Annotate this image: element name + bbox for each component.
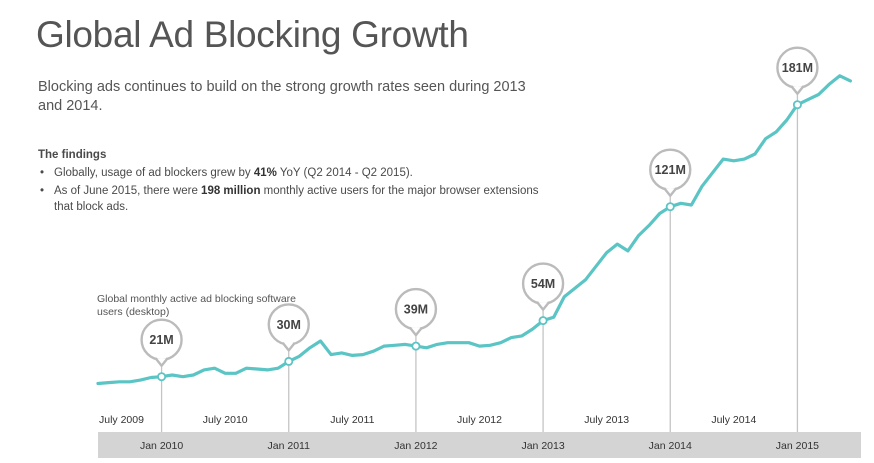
findings-section: The findings Globally, usage of ad block… — [38, 149, 558, 217]
data-point-marker — [284, 356, 294, 366]
finding-item-users: As of June 2015, there were 198 million … — [38, 183, 558, 215]
finding-highlight: 198 million — [201, 185, 261, 197]
x-tick-label-jan: Jan 2011 — [268, 440, 311, 452]
callout-stem-layer — [160, 93, 799, 432]
callout-label: 121M — [655, 163, 686, 177]
callout-label: 54M — [531, 277, 555, 291]
x-tick-label-july: July 2012 — [457, 414, 502, 426]
marker-layer — [157, 100, 802, 382]
series-line-layer — [96, 74, 853, 386]
data-point-marker — [792, 100, 802, 110]
axis-band-layer — [98, 432, 861, 458]
callout-pointer — [408, 326, 423, 337]
data-point-marker — [538, 316, 548, 326]
finding-text: YoY (Q2 2014 - Q2 2015). — [276, 167, 413, 179]
finding-text: monthly active users for the major brows… — [54, 185, 539, 213]
x-tick-label-july: July 2014 — [711, 414, 756, 426]
x-tick-label-jan: Jan 2012 — [394, 440, 437, 452]
callout-pointer — [281, 342, 296, 352]
x-tick-label-july: July 2009 — [99, 414, 144, 426]
data-point-marker — [157, 372, 167, 382]
finding-text: Globally, usage of ad blockers grew by — [54, 167, 254, 179]
x-tick-label-july: July 2011 — [330, 414, 374, 426]
x-axis-band — [98, 432, 861, 458]
callout-label: 30M — [277, 318, 301, 332]
x-tick-label-jan: Jan 2015 — [776, 440, 819, 452]
x-tick-label-jan: Jan 2014 — [649, 440, 692, 452]
data-point-marker — [665, 202, 675, 212]
callout-pointer — [536, 301, 551, 311]
callout-label: 181M — [782, 61, 813, 75]
callout-pointer — [663, 187, 678, 197]
finding-item-growth: Globally, usage of ad blockers grew by 4… — [38, 165, 558, 181]
callout-pointer — [790, 85, 805, 95]
data-point-marker — [411, 341, 421, 351]
callout-label: 39M — [404, 303, 428, 317]
finding-highlight: 41% — [253, 167, 277, 179]
callout-layer: 21M 30M 39M 54M 121M 181M — [140, 46, 819, 367]
finding-text: As of June 2015, there were — [54, 185, 202, 197]
callout-pointer — [154, 357, 169, 367]
page-title: Global Ad Blocking Growth — [36, 14, 469, 55]
series-line — [96, 74, 853, 386]
x-tick-label-jan: Jan 2010 — [140, 440, 183, 452]
tick-label-layer: July 2009 July 2010 July 2011 July 2012 July… — [99, 414, 819, 452]
x-tick-label-july: July 2010 — [203, 414, 248, 426]
x-tick-label-jan: Jan 2013 — [521, 440, 564, 452]
chart-note: Global monthly active ad blocking softwa… — [97, 293, 297, 318]
findings-heading: The findings — [38, 149, 107, 161]
callout-label: 21M — [149, 333, 173, 347]
page-subtitle: Blocking ads continues to build on the s… — [38, 79, 526, 114]
x-tick-label-july: July 2013 — [584, 414, 629, 426]
